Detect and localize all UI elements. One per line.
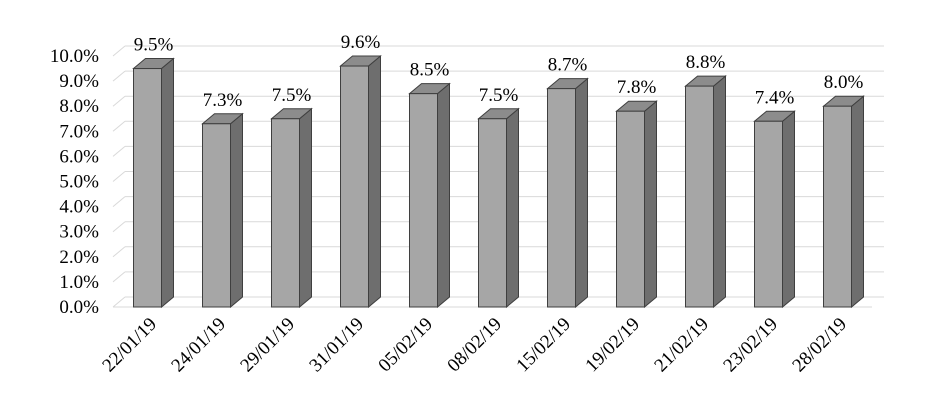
bar <box>615 100 658 309</box>
y-tick-label: 1.0% <box>59 272 99 293</box>
bar-side <box>782 110 795 309</box>
x-category-label: 22/01/19 <box>98 314 161 377</box>
bar-side <box>575 77 588 309</box>
bar-front <box>271 118 300 308</box>
y-tick-label: 8.0% <box>59 96 99 117</box>
gridline-depth <box>112 171 126 182</box>
bar-front <box>823 105 852 308</box>
x-category-label: 29/01/19 <box>236 314 299 377</box>
gridline-depth <box>112 296 126 308</box>
bar <box>270 107 313 309</box>
data-label: 7.4% <box>755 87 795 108</box>
y-tick-label: 0.0% <box>59 297 99 318</box>
bar <box>546 77 589 309</box>
gridline-depth <box>112 45 126 57</box>
data-label: 8.5% <box>410 60 450 81</box>
y-tick-label: 6.0% <box>59 146 99 167</box>
bars <box>132 54 865 309</box>
data-label: 7.8% <box>617 77 657 98</box>
x-category-label: 23/02/19 <box>719 314 782 377</box>
y-tick-label: 9.0% <box>59 71 99 92</box>
gridline-depth <box>112 146 126 157</box>
x-category-label: 21/02/19 <box>650 314 713 377</box>
y-tick-label: 5.0% <box>59 172 99 193</box>
data-label: 7.3% <box>203 90 243 111</box>
bar <box>753 110 796 309</box>
bar <box>339 54 382 309</box>
bar <box>822 95 865 309</box>
x-axis-category-labels: 22/01/19 24/01/19 29/01/19 31/01/19 05/02/19… <box>98 314 851 377</box>
y-axis-tick-labels: 0.0% 1.0% 2.0% 3.0% 4.0% 5.0% 6.0% 7.0% 8.0% 9.0%… <box>50 46 99 318</box>
bar-side <box>851 95 864 309</box>
bar <box>477 107 520 309</box>
bar-front <box>133 68 162 308</box>
y-tick-label: 3.0% <box>59 222 99 243</box>
y-tick-label: 10.0% <box>50 46 99 67</box>
gridline-depth <box>112 221 126 233</box>
bar-side <box>437 82 450 309</box>
bar-side <box>299 107 312 309</box>
x-category-label: 24/01/19 <box>167 314 230 377</box>
data-label: 8.0% <box>824 72 864 93</box>
x-category-label: 31/01/19 <box>305 314 368 377</box>
x-category-label: 15/02/19 <box>512 314 575 377</box>
bar-side <box>230 112 243 309</box>
bar-front <box>754 120 783 308</box>
x-category-label: 08/02/19 <box>443 314 506 377</box>
gridline-depth <box>112 271 126 283</box>
data-label: 9.6% <box>341 32 381 53</box>
bar-front <box>478 118 507 308</box>
gridline-depth <box>112 95 126 107</box>
x-category-label: 19/02/19 <box>581 314 644 377</box>
x-category-label: 28/02/19 <box>788 314 851 377</box>
y-tick-label: 2.0% <box>59 247 99 268</box>
gridline-depth <box>112 246 126 258</box>
bar-side <box>506 107 519 309</box>
bar-side <box>161 57 174 309</box>
x-category-label: 05/02/19 <box>374 314 437 377</box>
bar <box>408 82 451 309</box>
gridline-depth <box>112 70 126 82</box>
bar-front <box>202 123 231 308</box>
bar-side <box>644 100 657 309</box>
data-label: 8.8% <box>686 52 726 73</box>
data-label: 7.5% <box>479 85 519 106</box>
gridline-depth <box>112 120 126 132</box>
data-label: 7.5% <box>272 85 312 106</box>
data-label: 9.5% <box>134 35 174 56</box>
data-labels: 9.5% 7.3% 7.5% 9.6% 8.5% 7.5% 8.7% 7.8% 8.8% 7.4%… <box>134 32 864 111</box>
bar-front <box>547 88 576 308</box>
gridline-depth <box>112 196 126 207</box>
y-tick-label: 7.0% <box>59 121 99 142</box>
bar-side <box>368 54 381 309</box>
bar <box>684 75 727 309</box>
bar <box>132 57 175 309</box>
bar-front <box>616 110 645 308</box>
y-tick-label: 4.0% <box>59 197 99 218</box>
bar-front <box>340 65 369 308</box>
bar <box>201 112 244 309</box>
data-label: 8.7% <box>548 55 588 76</box>
bar-front <box>685 85 714 308</box>
bar-side <box>713 75 726 309</box>
bar-front <box>409 93 438 308</box>
